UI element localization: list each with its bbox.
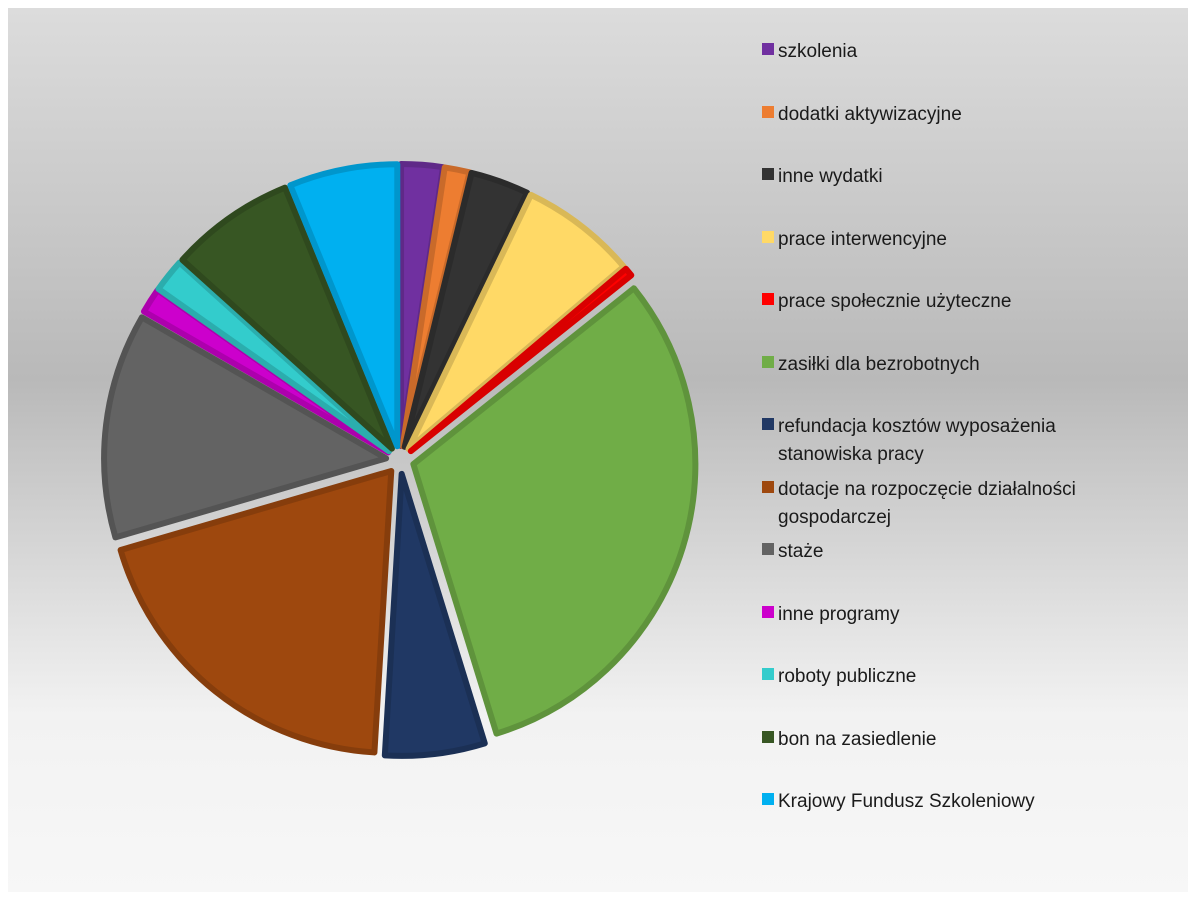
chart-frame: szkolenia dodatki aktywizacyjne inne wydat… [8, 8, 1188, 892]
legend-label: refundacja kosztów wyposażenia stanowisk… [778, 416, 1056, 465]
legend-swatch [762, 730, 774, 743]
legend-swatch [762, 105, 774, 118]
legend-swatch [762, 293, 774, 305]
legend-item: inne programy [762, 601, 1182, 629]
pie-slice-11 [155, 259, 393, 455]
legend-swatch [762, 355, 774, 368]
legend-item: roboty publiczne [762, 663, 1182, 691]
legend-label: prace interwencyjne [778, 228, 947, 250]
legend-swatch [762, 43, 774, 55]
legend-swatch [762, 543, 774, 555]
legend-label: dodatki aktywizacyjne [778, 103, 962, 125]
legend-item: refundacja kosztów wyposażenia stanowisk… [762, 413, 1182, 469]
pie-slice-3 [401, 169, 531, 450]
legend-label: prace społecznie użyteczne [778, 291, 1012, 312]
legend-swatch [762, 168, 774, 180]
legend-label: Krajowy Fundusz Szkoleniowy [778, 791, 1035, 812]
legend-swatch [762, 668, 774, 680]
legend-item: dodatki aktywizacyjne [762, 101, 1182, 129]
pie-slice-7 [381, 470, 488, 759]
legend-item: staże [762, 538, 1182, 566]
legend-swatch [762, 605, 774, 618]
legend-item: prace społecznie użyteczne [762, 288, 1182, 316]
legend-label: inne programy [778, 603, 900, 625]
legend-label: bon na zasiedlenie [778, 728, 937, 750]
pie-slice-5 [407, 265, 635, 455]
pie-slice-13 [287, 161, 401, 450]
legend-swatch [762, 793, 774, 805]
legend-label: zasiłki dla bezrobotnych [778, 353, 980, 375]
legend-item: Krajowy Fundusz Szkoleniowy [762, 788, 1182, 816]
legend-item: prace interwencyjne [762, 226, 1182, 254]
legend-item: dotacje na rozpoczęcie działalności gosp… [762, 476, 1182, 532]
legend-label: szkolenia [778, 41, 858, 62]
legend-swatch [762, 418, 774, 430]
legend-swatch [762, 230, 774, 243]
pie-slice-8 [117, 467, 395, 756]
legend-item: zasiłki dla bezrobotnych [762, 351, 1182, 379]
legend-label: roboty publiczne [778, 666, 917, 687]
legend-item: bon na zasiedlenie [762, 726, 1182, 754]
legend-item: szkolenia [762, 38, 1182, 66]
legend-label: staże [778, 541, 824, 562]
legend-item: inne wydatki [762, 163, 1182, 191]
pie-chart [101, 161, 699, 759]
legend-label: dotacje na rozpoczęcie działalności gosp… [778, 478, 1076, 528]
legend-label: inne wydatki [778, 166, 883, 187]
pie-slice-12 [179, 184, 395, 452]
legend-swatch [762, 480, 774, 493]
pie-slice-4 [405, 191, 627, 452]
pie-slice-9 [101, 314, 390, 541]
pie-slice-6 [410, 285, 699, 737]
